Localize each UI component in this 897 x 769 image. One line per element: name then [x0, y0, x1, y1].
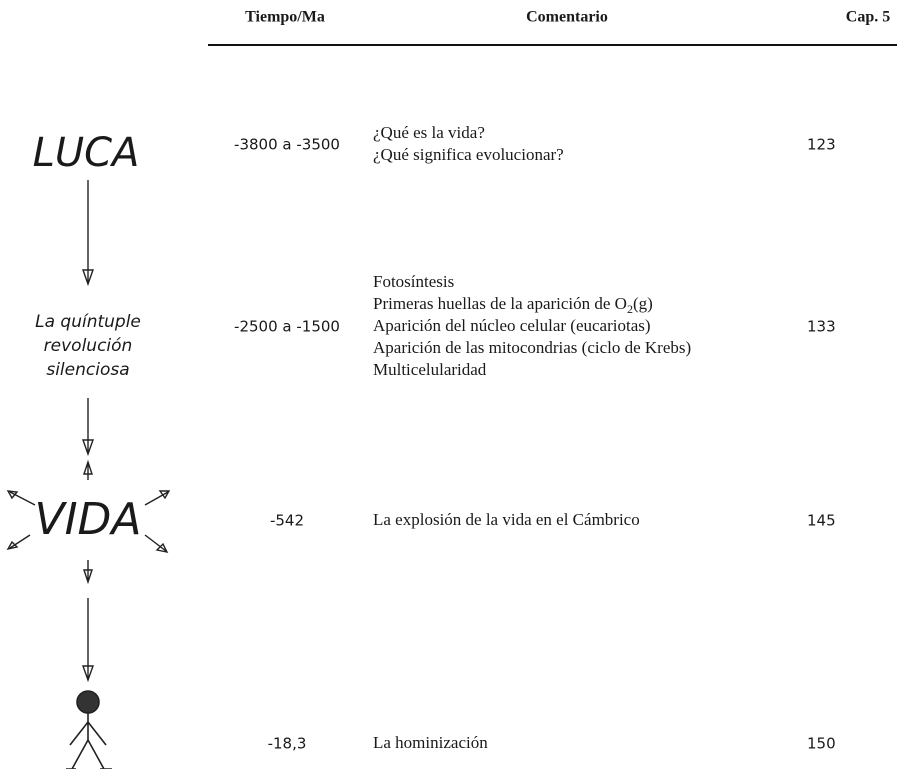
comment-line: La hominización: [373, 733, 488, 752]
comment-line: ¿Qué es la vida?: [373, 123, 485, 142]
node-label: La quíntuple: [35, 312, 141, 332]
diagram-arrows: [6, 180, 171, 683]
comment-line: La explosión de la vida en el Cámbrico: [373, 510, 640, 529]
comment-line: Aparición de las mitocondrias (ciclo de …: [373, 338, 691, 357]
comment-text: (g): [633, 294, 653, 313]
column-header: Comentario: [526, 9, 608, 26]
time-cell: -2500 a -1500: [234, 318, 340, 336]
comment-line: Primeras huellas de la aparición de O2(g…: [373, 294, 653, 316]
node-label: LUCA: [33, 130, 140, 176]
column-header: Tiempo/Ma: [245, 9, 325, 26]
chapter-cell: 145: [807, 512, 836, 530]
comment-line: Aparición del núcleo celular (eucariotas…: [373, 316, 651, 335]
chapter-cell: 123: [807, 136, 836, 154]
comment-text: Primeras huellas de la aparición de O: [373, 294, 627, 313]
comment-line: Multicelularidad: [373, 360, 487, 379]
time-cell: -542: [270, 512, 304, 530]
comment-line: ¿Qué significa evolucionar?: [373, 145, 564, 164]
column-header: Cap. 5: [846, 9, 890, 26]
chapter-cell: 133: [807, 318, 836, 336]
node-label: VIDA: [34, 494, 141, 545]
subscript: 2: [627, 302, 633, 316]
time-cell: -3800 a -3500: [234, 136, 340, 154]
node-label: silenciosa: [46, 360, 129, 380]
node-label: revolución: [44, 336, 133, 356]
human-figure: [66, 690, 112, 769]
chapter-cell: 150: [807, 735, 836, 753]
time-cell: -18,3: [268, 735, 307, 753]
comment-line: Fotosíntesis: [373, 272, 454, 291]
